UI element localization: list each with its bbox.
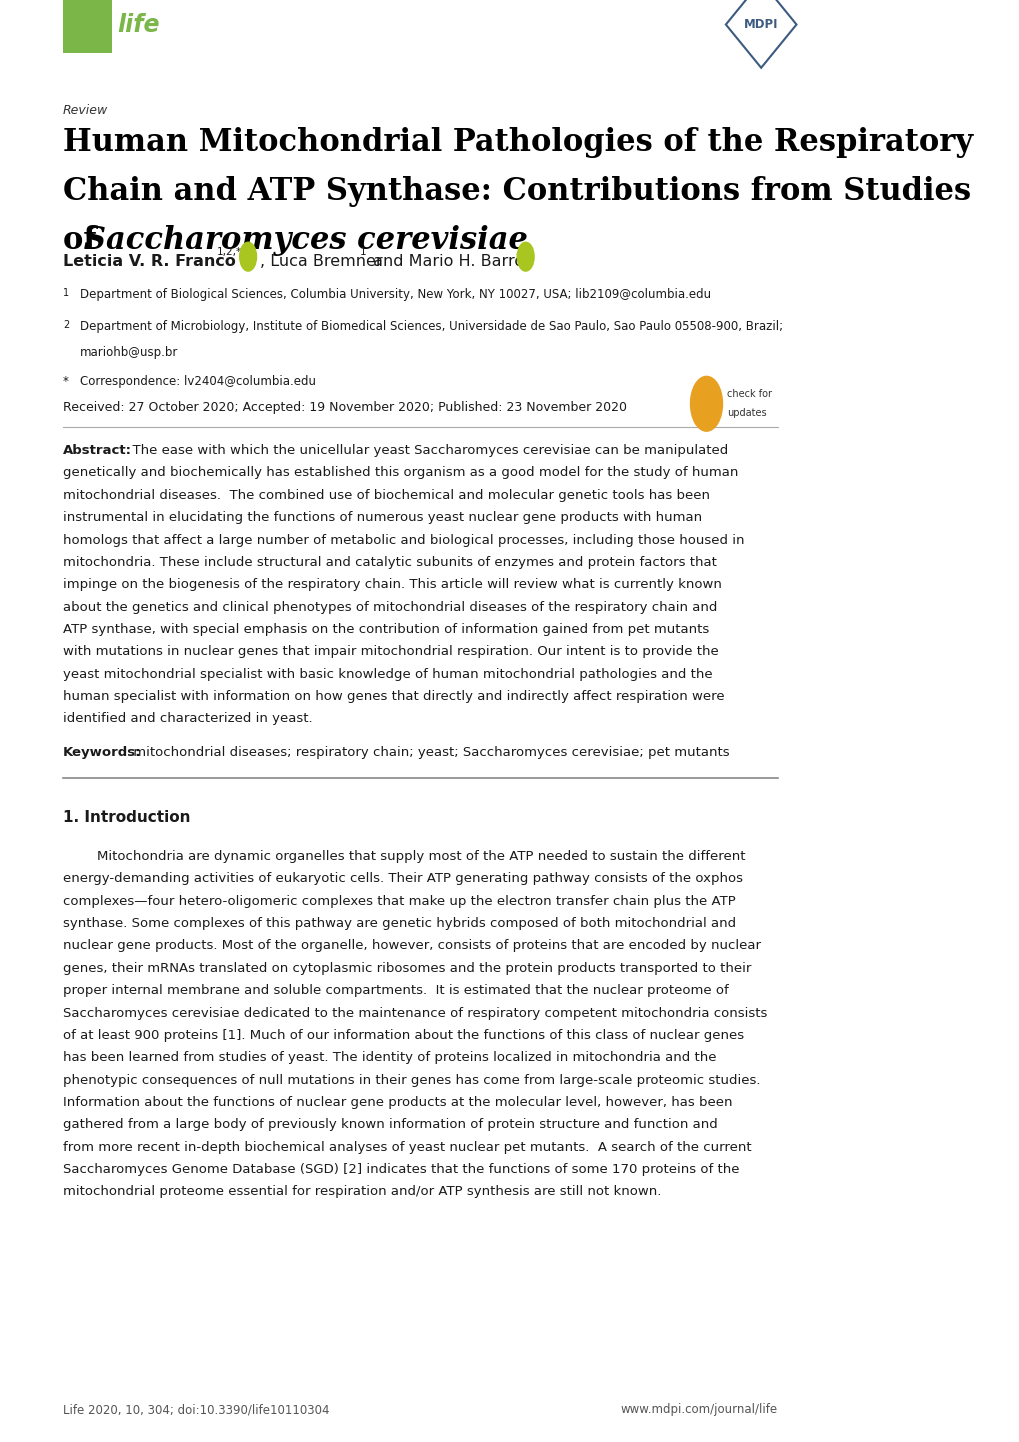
Text: gathered from a large body of previously known information of protein structure : gathered from a large body of previously… — [63, 1119, 717, 1132]
Text: mariohb@usp.br: mariohb@usp.br — [79, 346, 178, 359]
Text: life: life — [117, 13, 160, 36]
Text: impinge on the biogenesis of the respiratory chain. This article will review wha: impinge on the biogenesis of the respira… — [63, 578, 721, 591]
Text: instrumental in elucidating the functions of numerous yeast nuclear gene product: instrumental in elucidating the function… — [63, 512, 701, 525]
Text: Abstract:: Abstract: — [63, 444, 131, 457]
Text: MDPI: MDPI — [743, 17, 777, 32]
Text: updates: updates — [726, 408, 765, 418]
Text: Review: Review — [63, 104, 108, 117]
Circle shape — [239, 242, 257, 271]
Text: Saccharomyces Genome Database (SGD) [2] indicates that the functions of some 170: Saccharomyces Genome Database (SGD) [2] … — [63, 1164, 739, 1177]
Text: of at least 900 proteins [1]. Much of our information about the functions of thi: of at least 900 proteins [1]. Much of ou… — [63, 1030, 744, 1043]
Circle shape — [690, 376, 721, 431]
Text: ✓: ✓ — [700, 397, 711, 411]
Text: Keywords:: Keywords: — [63, 747, 142, 760]
Text: genetically and biochemically has established this organism as a good model for : genetically and biochemically has establ… — [63, 467, 738, 480]
Text: Correspondence: lv2404@columbia.edu: Correspondence: lv2404@columbia.edu — [79, 375, 316, 388]
Text: nuclear gene products. Most of the organelle, however, consists of proteins that: nuclear gene products. Most of the organ… — [63, 940, 760, 953]
Text: with mutations in nuclear genes that impair mitochondrial respiration. Our inten: with mutations in nuclear genes that imp… — [63, 646, 718, 659]
Text: iD: iD — [244, 252, 253, 261]
Text: 1,2,*: 1,2,* — [217, 247, 242, 257]
Text: iD: iD — [521, 252, 530, 261]
Text: from more recent in-depth biochemical analyses of yeast nuclear pet mutants.  A : from more recent in-depth biochemical an… — [63, 1141, 751, 1154]
Text: Leticia V. R. Franco: Leticia V. R. Franco — [63, 254, 235, 268]
Text: mitochondrial diseases.  The combined use of biochemical and molecular genetic t: mitochondrial diseases. The combined use… — [63, 489, 709, 502]
Text: synthase. Some complexes of this pathway are genetic hybrids composed of both mi: synthase. Some complexes of this pathway… — [63, 917, 736, 930]
Text: identified and characterized in yeast.: identified and characterized in yeast. — [63, 712, 313, 725]
Text: Department of Microbiology, Institute of Biomedical Sciences, Universidade de Sa: Department of Microbiology, Institute of… — [79, 320, 783, 333]
Text: , Luca Bremner: , Luca Bremner — [260, 254, 382, 268]
FancyBboxPatch shape — [63, 0, 112, 53]
Text: check for: check for — [726, 389, 771, 399]
Text: 1. Introduction: 1. Introduction — [63, 810, 191, 825]
Text: Chain and ATP Synthase: Contributions from Studies: Chain and ATP Synthase: Contributions fr… — [63, 176, 970, 206]
Text: Received: 27 October 2020; Accepted: 19 November 2020; Published: 23 November 20: Received: 27 October 2020; Accepted: 19 … — [63, 401, 627, 414]
Text: Saccharomyces cerevisiae dedicated to the maintenance of respiratory competent m: Saccharomyces cerevisiae dedicated to th… — [63, 1007, 766, 1019]
Text: of: of — [63, 225, 107, 255]
Text: about the genetics and clinical phenotypes of mitochondrial diseases of the resp: about the genetics and clinical phenotyp… — [63, 601, 716, 614]
Text: Saccharomyces cerevisiae: Saccharomyces cerevisiae — [84, 225, 528, 255]
Text: mitochondria. These include structural and catalytic subunits of enzymes and pro: mitochondria. These include structural a… — [63, 557, 716, 570]
Text: mitochondrial diseases; respiratory chain; yeast; Saccharomyces cerevisiae; pet : mitochondrial diseases; respiratory chai… — [128, 747, 729, 760]
Text: www.mdpi.com/journal/life: www.mdpi.com/journal/life — [621, 1403, 777, 1416]
Text: homologs that affect a large number of metabolic and biological processes, inclu: homologs that affect a large number of m… — [63, 534, 744, 547]
Text: Human Mitochondrial Pathologies of the Respiratory: Human Mitochondrial Pathologies of the R… — [63, 127, 972, 157]
Text: and Mario H. Barros: and Mario H. Barros — [368, 254, 532, 268]
Text: ATP synthase, with special emphasis on the contribution of information gained fr: ATP synthase, with special emphasis on t… — [63, 623, 708, 636]
Text: proper internal membrane and soluble compartments.  It is estimated that the nuc: proper internal membrane and soluble com… — [63, 985, 729, 998]
Text: 1: 1 — [63, 288, 69, 298]
Text: complexes—four hetero-oligomeric complexes that make up the electron transfer ch: complexes—four hetero-oligomeric complex… — [63, 894, 735, 908]
Text: genes, their mRNAs translated on cytoplasmic ribosomes and the protein products : genes, their mRNAs translated on cytopla… — [63, 962, 751, 975]
Text: Information about the functions of nuclear gene products at the molecular level,: Information about the functions of nucle… — [63, 1096, 732, 1109]
Circle shape — [517, 242, 534, 271]
Text: 2: 2 — [515, 247, 522, 257]
Text: Department of Biological Sciences, Columbia University, New York, NY 10027, USA;: Department of Biological Sciences, Colum… — [79, 288, 710, 301]
Text: energy-demanding activities of eukaryotic cells. Their ATP generating pathway co: energy-demanding activities of eukaryoti… — [63, 872, 743, 885]
Text: yeast mitochondrial specialist with basic knowledge of human mitochondrial patho: yeast mitochondrial specialist with basi… — [63, 668, 712, 681]
Text: Mitochondria are dynamic organelles that supply most of the ATP needed to sustai: Mitochondria are dynamic organelles that… — [63, 851, 745, 864]
Text: *: * — [63, 375, 69, 388]
Text: 2: 2 — [63, 320, 69, 330]
Text: phenotypic consequences of null mutations in their genes has come from large-sca: phenotypic consequences of null mutation… — [63, 1074, 760, 1087]
Text: The ease with which the unicellular yeast Saccharomyces cerevisiae can be manipu: The ease with which the unicellular yeas… — [123, 444, 728, 457]
Text: mitochondrial proteome essential for respiration and/or ATP synthesis are still : mitochondrial proteome essential for res… — [63, 1185, 660, 1198]
Text: human specialist with information on how genes that directly and indirectly affe: human specialist with information on how… — [63, 691, 723, 704]
Text: Life 2020, 10, 304; doi:10.3390/life10110304: Life 2020, 10, 304; doi:10.3390/life1011… — [63, 1403, 329, 1416]
Text: has been learned from studies of yeast. The identity of proteins localized in mi: has been learned from studies of yeast. … — [63, 1051, 716, 1064]
Text: 1: 1 — [360, 247, 366, 257]
